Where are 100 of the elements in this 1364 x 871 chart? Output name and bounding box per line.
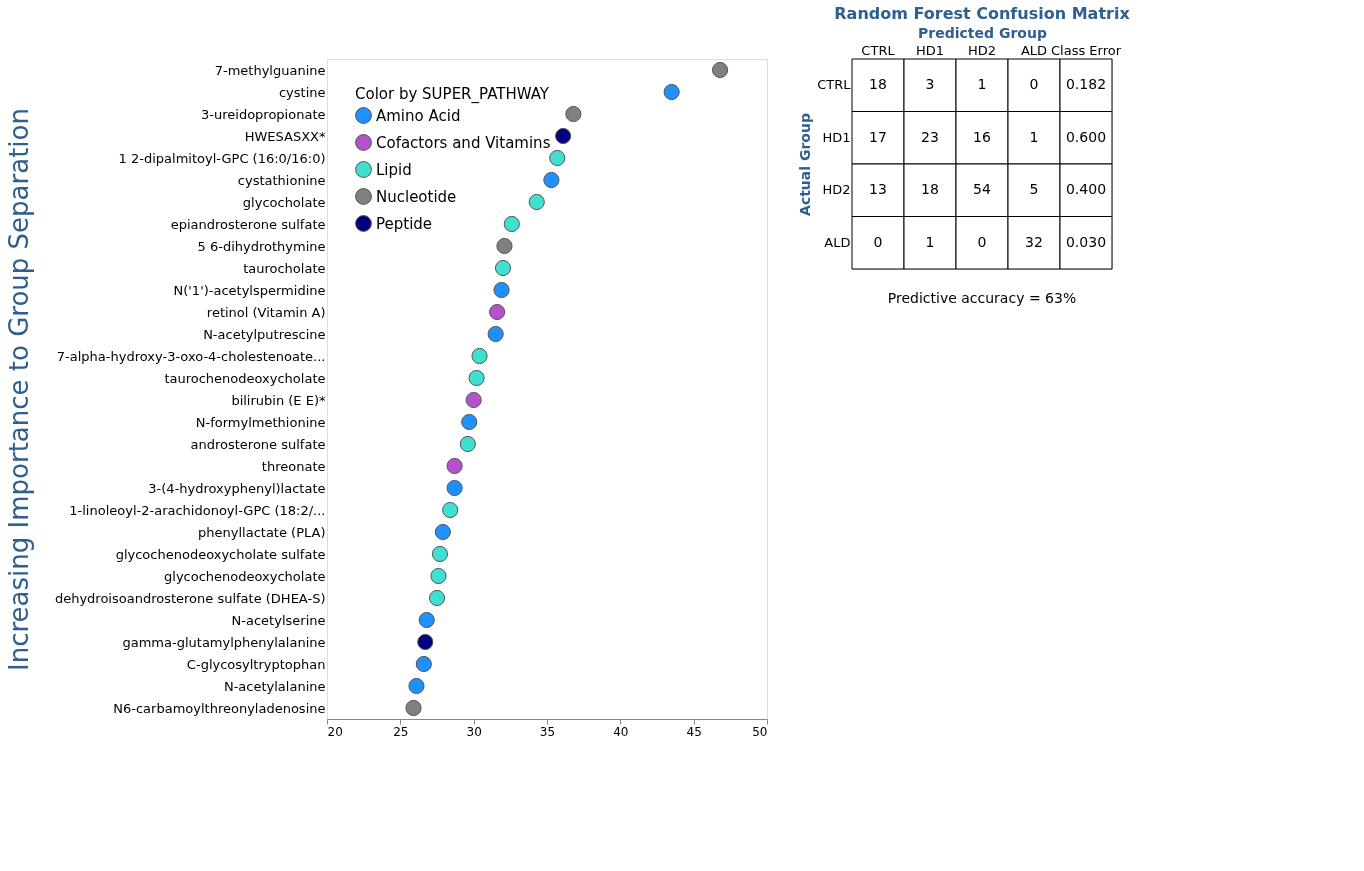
y-tick-label: 7-alpha-hydroxy-3-oxo-4-cholestenoate... <box>56 348 326 364</box>
data-label: 32 <box>1025 233 1043 250</box>
y-tick-label: taurocholate <box>243 260 326 276</box>
x-tick-label: HD2 <box>967 42 997 58</box>
y-tick-label: 7-methylguanine <box>214 62 326 78</box>
data-label: 3 <box>925 76 935 93</box>
y-tick-label: glycochenodeoxycholate sulfate <box>115 546 326 562</box>
point <box>442 501 459 519</box>
legend-label: Nucleotide <box>376 187 457 206</box>
y-tick-label: dehydroisoandrosterone sulfate (DHEA-S) <box>54 590 326 606</box>
data-label: 1 <box>977 76 987 93</box>
y-tick-label: 5 6-dihydrothymine <box>197 238 326 254</box>
point <box>565 105 582 123</box>
chart-title: Random Forest Confusion Matrix <box>834 4 1131 23</box>
y-tick-label: gamma-glutamylphenylalanine <box>122 634 326 650</box>
x-tick-label: 45 <box>686 724 702 739</box>
point <box>711 61 729 79</box>
y-tick-label: CTRL <box>817 77 852 93</box>
point <box>494 259 512 277</box>
data-label: 23 <box>921 128 939 145</box>
point <box>417 633 434 651</box>
y-tick-label: C-glycosyltryptophan <box>186 656 326 672</box>
point <box>408 677 425 695</box>
data-label: 17 <box>869 128 887 145</box>
data-label: 16 <box>973 128 991 145</box>
x-tick-label: CTRL <box>861 42 896 58</box>
point <box>430 567 447 585</box>
point <box>549 149 566 167</box>
y-tick-label: glycochenodeoxycholate <box>164 568 326 584</box>
data-label: 0 <box>1029 76 1039 93</box>
point <box>461 413 478 431</box>
y-axis-title: Actual Group <box>797 113 814 216</box>
y-tick-label: HD1 <box>822 129 851 145</box>
point <box>489 303 506 321</box>
point <box>446 479 463 497</box>
x-tick-label: 25 <box>393 724 409 739</box>
data-label: 1 <box>1029 128 1039 145</box>
legend-label: Cofactors and Vitamins <box>376 133 551 152</box>
data-label: 0.400 <box>1065 181 1107 198</box>
point <box>459 435 476 453</box>
point <box>493 281 510 299</box>
y-tick-label: 3-(4-hydroxyphenyl)lactate <box>148 480 326 496</box>
y-tick-label: retinol (Vitamin A) <box>206 304 326 320</box>
point <box>428 589 446 607</box>
point <box>405 699 422 717</box>
point <box>555 127 572 145</box>
point <box>468 369 485 387</box>
data-label: 0.182 <box>1065 76 1107 93</box>
legend-title: Color by SUPER_PATHWAY <box>355 85 550 104</box>
y-tick-label: cystathionine <box>237 172 326 188</box>
point <box>431 545 449 563</box>
point <box>465 391 482 409</box>
y-tick-label: threonate <box>261 458 326 474</box>
point <box>487 325 504 343</box>
data-label: 0.600 <box>1065 128 1107 145</box>
y-tick-label: phenyllactate (PLA) <box>198 524 326 540</box>
y-tick-label: HD2 <box>822 182 851 198</box>
data-label: 54 <box>973 181 991 198</box>
point <box>446 457 463 475</box>
y-tick-label: 1-linoleoyl-2-arachidonoyl-GPC (18:2/... <box>69 502 326 518</box>
y-tick-label: 3-ureidopropionate <box>201 106 326 122</box>
data-label: 18 <box>869 76 887 93</box>
y-tick-label: glycocholate <box>242 194 326 210</box>
data-label: 5 <box>1029 181 1039 198</box>
point <box>496 237 513 255</box>
x-tick-label: 40 <box>613 724 629 739</box>
y-tick-label: ALD <box>824 234 851 250</box>
point <box>418 611 435 629</box>
x-tick-label: 35 <box>539 724 556 739</box>
y-axis-title: Increasing Importance to Group Separation <box>3 108 34 671</box>
data-label: 0.030 <box>1065 233 1107 250</box>
y-tick-label: N-formylmethionine <box>195 414 326 430</box>
y-tick-label: 1 2-dipalmitoyl-GPC (16:0/16:0) <box>118 150 326 166</box>
y-tick-label: HWESASXX* <box>244 128 326 144</box>
point <box>503 215 520 233</box>
x-tick-label: 20 <box>327 724 343 739</box>
x-tick-label: Class Error <box>1050 42 1122 58</box>
point <box>663 83 680 101</box>
y-tick-label: cystine <box>278 84 326 100</box>
data-label: 1 <box>925 233 935 250</box>
y-tick-label: androsterone sulfate <box>190 436 326 452</box>
data-label: 0 <box>873 233 883 250</box>
y-tick-label: N6-carbamoylthreonyladenosine <box>113 700 326 716</box>
x-tick-label: ALD <box>1020 42 1048 58</box>
y-tick-label: N('1')-acetylspermidine <box>173 282 326 298</box>
legend-label: Lipid <box>376 160 412 179</box>
data-label: 18 <box>921 181 939 198</box>
point <box>543 171 560 189</box>
text: Predictive accuracy = 63% <box>887 290 1077 306</box>
legend-label: Amino Acid <box>376 106 461 125</box>
data-label: 13 <box>869 181 887 198</box>
x-tick-label: HD1 <box>915 42 945 58</box>
y-tick-label: N-acetylalanine <box>223 678 326 694</box>
y-tick-label: N-acetylserine <box>231 612 326 628</box>
point <box>434 523 451 541</box>
x-tick-label: 50 <box>752 724 768 739</box>
point <box>415 655 432 673</box>
data-label: 0 <box>977 233 987 250</box>
x-tick-label: 30 <box>466 724 482 739</box>
y-tick-label: N-acetylputrescine <box>203 326 326 342</box>
